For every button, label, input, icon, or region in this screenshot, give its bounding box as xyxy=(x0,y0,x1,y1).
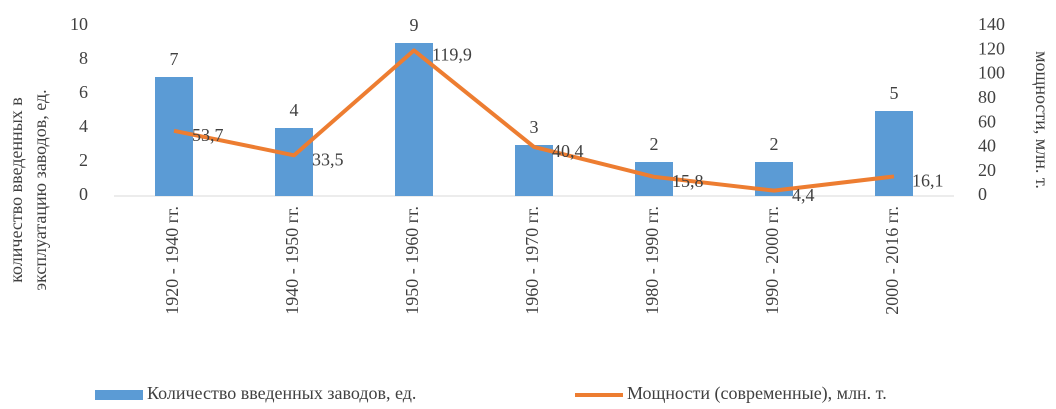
data-label: 2 xyxy=(770,134,779,154)
x-tick-label: 1940 - 1950 гг. xyxy=(282,206,302,315)
data-label: 2 xyxy=(650,134,659,154)
data-label: 4 xyxy=(290,100,299,120)
bar xyxy=(395,43,433,196)
y-tick-label: 8 xyxy=(79,48,88,68)
bar xyxy=(875,111,913,196)
x-tick-label: 1990 - 2000 гг. xyxy=(762,206,782,315)
y-tick-label: 4 xyxy=(79,116,88,136)
data-label: 7 xyxy=(170,49,179,69)
data-label: 5 xyxy=(890,83,899,103)
bar xyxy=(155,77,193,196)
x-tick-label: 1960 - 1970 гг. xyxy=(522,206,542,315)
x-tick-label: 1980 - 1990 гг. xyxy=(642,206,662,315)
legend-swatch xyxy=(95,390,143,400)
y-axis-label: эксплуатацию заводов, ед. xyxy=(30,89,50,290)
data-label: 119,9 xyxy=(432,45,472,65)
y-tick-label: 0 xyxy=(79,184,88,204)
y2-tick-label: 100 xyxy=(978,63,1005,83)
bar xyxy=(515,145,553,196)
data-label: 16,1 xyxy=(912,171,944,191)
y-tick-label: 10 xyxy=(70,14,88,34)
line xyxy=(173,48,895,193)
y-tick-label: 2 xyxy=(79,150,88,170)
data-label: 15,8 xyxy=(672,171,704,191)
y2-tick-label: 80 xyxy=(978,87,996,107)
y2-tick-label: 40 xyxy=(978,136,996,156)
y2-tick-label: 120 xyxy=(978,38,1005,58)
y-axis-label: количество введенных в xyxy=(6,97,26,283)
y-tick-label: 6 xyxy=(79,82,88,102)
data-label: 4,4 xyxy=(792,185,815,205)
x-tick-label: 1920 - 1940 гг. xyxy=(162,206,182,315)
data-label: 3 xyxy=(530,117,539,137)
x-tick-label: 2000 - 2016 гг. xyxy=(882,206,902,315)
y2-axis-label: мощности, млн. т. xyxy=(1032,51,1052,189)
y2-tick-label: 0 xyxy=(978,184,987,204)
data-label: 9 xyxy=(410,15,419,35)
data-label: 40,4 xyxy=(552,141,584,161)
legend-label: Мощности (современные), млн. т. xyxy=(627,383,887,404)
legend-label: Количество введенных заводов, ед. xyxy=(147,383,416,403)
bar xyxy=(275,128,313,196)
y2-tick-label: 60 xyxy=(978,111,996,131)
y2-tick-label: 140 xyxy=(978,14,1005,34)
y2-tick-label: 20 xyxy=(978,160,996,180)
data-label: 53,7 xyxy=(192,125,224,145)
x-tick-label: 1950 - 1960 гг. xyxy=(402,206,422,315)
data-label: 33,5 xyxy=(312,149,344,169)
